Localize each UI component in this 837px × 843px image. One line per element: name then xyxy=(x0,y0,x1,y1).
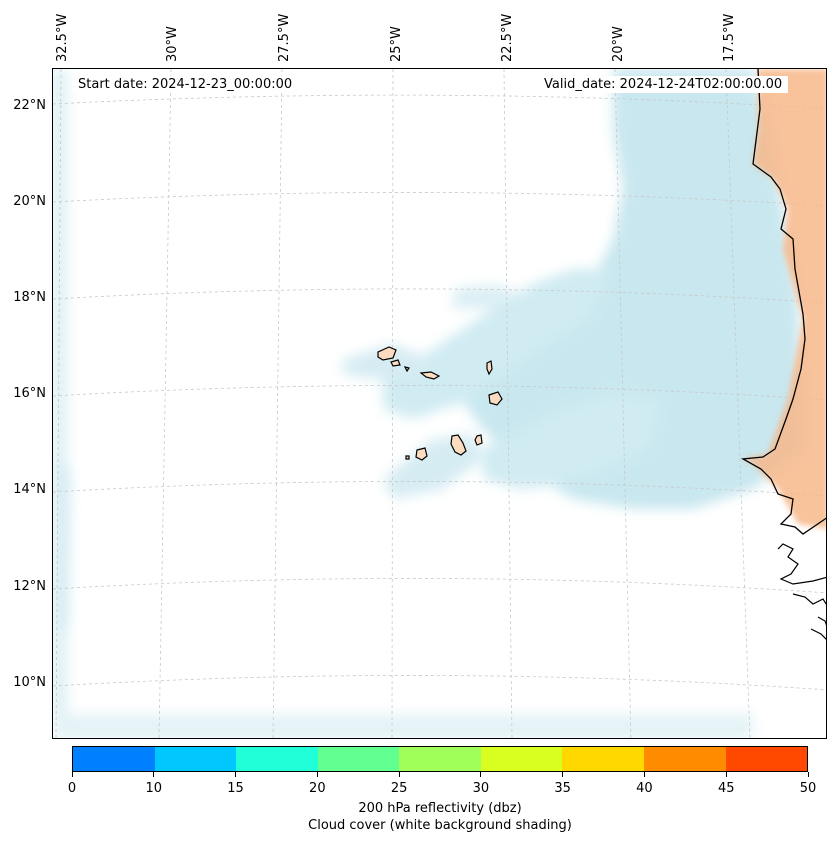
cloud-band-streak-2 xyxy=(483,389,663,489)
island-santo-antao xyxy=(377,346,397,361)
lon-label-30w: 30°W xyxy=(165,26,180,62)
lat-label-12n: 12°N xyxy=(13,579,46,594)
africa-land-fill xyxy=(743,69,826,529)
colorbar-tick-label: 25 xyxy=(390,781,408,796)
colorbar-tick xyxy=(235,772,237,777)
cloud-edge-bottom xyxy=(53,714,753,738)
island-boa-vista xyxy=(488,391,503,406)
cloud-edge-left xyxy=(53,69,67,738)
cloud-patch-left xyxy=(53,459,71,629)
start-date-label: Start date: 2024-12-23_00:00:00 xyxy=(72,76,299,93)
valid-date-label: Valid_date: 2024-12-24T02:00:00.00 xyxy=(538,76,789,93)
colorbar-tick-label: 45 xyxy=(717,781,735,796)
lat-label-14n: 14°N xyxy=(13,482,46,497)
gambia-coast xyxy=(777,543,826,585)
cloud-band-east xyxy=(453,69,803,509)
colorbar-tick-label: 40 xyxy=(636,781,653,796)
lon-label-22-5w: 22.5°W xyxy=(500,13,515,62)
colorbar-segment xyxy=(73,747,155,771)
colorbar-tick xyxy=(807,772,809,777)
africa-coastline xyxy=(740,69,826,535)
cloud-patch-south xyxy=(383,434,483,499)
island-santiago xyxy=(450,434,467,456)
colorbar-tick xyxy=(153,772,155,777)
island-santa-luzia xyxy=(403,366,410,373)
colorbar-tick xyxy=(480,772,482,777)
map-canvas xyxy=(53,69,826,738)
cloud-patch-islands xyxy=(343,344,433,379)
colorbar-segment xyxy=(154,747,237,771)
lon-label-17-5w: 17.5°W xyxy=(722,13,737,62)
colorbar-tick-label: 10 xyxy=(145,781,163,796)
colorbar-segment xyxy=(480,747,563,771)
cape-verde-islands xyxy=(377,346,503,461)
cloud-band-streak-1 xyxy=(383,269,613,419)
colorbar-tick-label: 35 xyxy=(554,781,571,796)
lat-label-10n: 10°N xyxy=(13,675,46,690)
colorbar-tick xyxy=(71,772,73,777)
colorbar-segment xyxy=(562,747,644,771)
island-sao-nicolau xyxy=(419,371,441,380)
colorbar-tick xyxy=(643,772,645,777)
lat-label-22n: 22°N xyxy=(13,98,46,113)
island-brava xyxy=(405,455,410,460)
island-sao-vicente xyxy=(390,359,401,367)
island-sal xyxy=(486,360,493,376)
colorbar-label-primary: 200 hPa reflectivity (dbz) xyxy=(358,801,522,816)
colorbar-segment xyxy=(317,747,400,771)
colorbar-segment xyxy=(399,747,481,771)
colorbar-segment xyxy=(643,747,726,771)
colorbar-segment xyxy=(725,747,808,771)
lon-label-32-5w: 32.5°W xyxy=(55,13,70,62)
colorbar-tick xyxy=(316,772,318,777)
cloud-cover-layer xyxy=(53,69,803,738)
colorbar-segment xyxy=(236,747,318,771)
lat-label-18n: 18°N xyxy=(13,290,46,305)
colorbar-tick-label: 20 xyxy=(309,781,326,796)
colorbar xyxy=(72,746,808,772)
colorbar-tick xyxy=(398,772,400,777)
island-maio xyxy=(474,434,483,446)
graticule xyxy=(53,69,826,738)
island-fogo xyxy=(415,447,428,461)
lat-label-20n: 20°N xyxy=(13,194,46,209)
lon-label-27-5w: 27.5°W xyxy=(277,13,292,62)
guinea-bissau-coast xyxy=(792,593,826,640)
colorbar-tick xyxy=(725,772,727,777)
cloud-patch-mid xyxy=(453,284,523,309)
africa-landmass xyxy=(740,69,826,640)
lon-label-25w: 25°W xyxy=(389,26,404,62)
lat-label-16n: 16°N xyxy=(13,386,46,401)
colorbar-tick-label: 30 xyxy=(472,781,490,796)
lon-label-20w: 20°W xyxy=(611,26,626,62)
colorbar-tick-label: 15 xyxy=(227,781,244,796)
colorbar-tick-label: 50 xyxy=(799,781,817,796)
colorbar-tick xyxy=(562,772,564,777)
colorbar-label-secondary: Cloud cover (white background shading) xyxy=(308,818,572,833)
map-panel xyxy=(52,68,827,739)
colorbar-tick-label: 0 xyxy=(67,781,77,796)
